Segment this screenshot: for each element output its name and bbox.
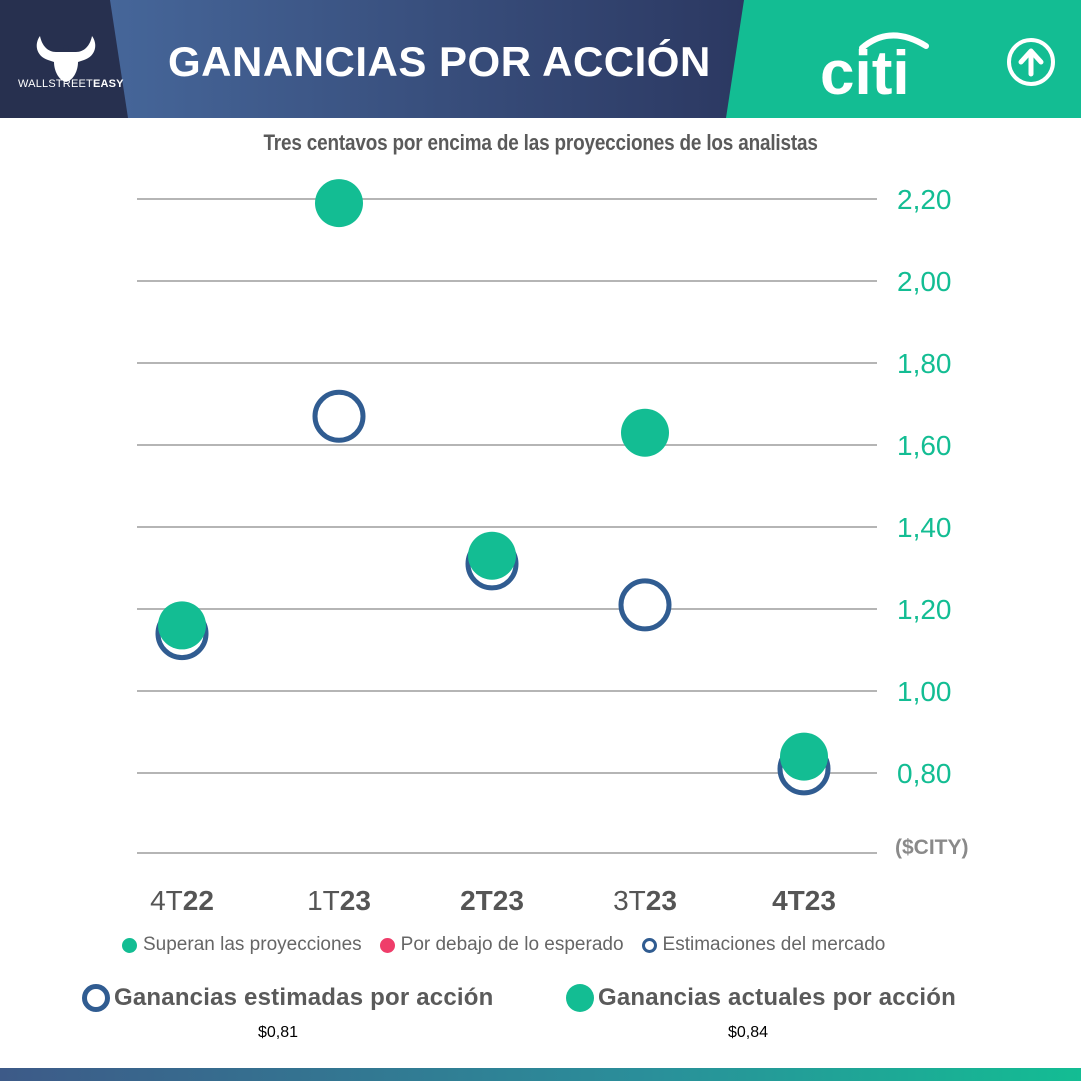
arrow-up-circle-icon[interactable] xyxy=(1006,37,1056,87)
legend-item-debajo: Por debajo de lo esperado xyxy=(379,934,624,956)
actual-eps-value: $0,84 xyxy=(728,1024,769,1041)
filled-dot-icon xyxy=(379,937,395,953)
legend-label: Por debajo de lo esperado xyxy=(400,934,624,955)
y-tick-label: 2,00 xyxy=(897,266,952,297)
x-tick-label: 1T23 xyxy=(307,885,371,916)
legend-label: Superan las proyecciones xyxy=(143,934,362,955)
actual-point xyxy=(621,408,669,457)
hollow-dot-icon xyxy=(82,984,110,1012)
grid-lines xyxy=(137,198,877,854)
y-tick-label: 1,00 xyxy=(897,676,952,707)
chart-subtitle: Tres centavos por encima de las proyecci… xyxy=(263,130,818,155)
x-tick-label: 3T23 xyxy=(613,885,677,916)
x-tick-label: 2T23 xyxy=(460,885,524,916)
estimate-point xyxy=(312,389,366,443)
footer-bar xyxy=(0,1068,1081,1081)
actual-point xyxy=(780,732,828,781)
page-title: GANANCIAS POR ACCIÓN xyxy=(168,38,711,85)
x-tick-label: 4T23 xyxy=(772,885,836,916)
x-tick-label: 4T22 xyxy=(150,885,214,916)
estimate-point xyxy=(618,578,672,632)
y-tick-label: 1,60 xyxy=(897,430,952,461)
header-bar: WALLSTREETEASY GANANCIAS POR ACCIÓN citi xyxy=(0,0,1081,118)
y-tick-label: 1,80 xyxy=(897,348,952,379)
y-tick-label: 1,40 xyxy=(897,512,952,543)
actual-point xyxy=(158,601,206,650)
chart-legend: Superan las proyecciones Por debajo de l… xyxy=(122,934,982,956)
legend-item-estimaciones: Estimaciones del mercado xyxy=(641,934,886,956)
y-tick-label: 2,20 xyxy=(897,184,952,215)
estimated-eps-label: Ganancias estimadas por acción xyxy=(114,984,494,1011)
estimated-eps-value: $0,81 xyxy=(258,1024,299,1041)
eps-scatter-chart: 0,80 1,00 1,20 1,40 1,60 1,80 2,00 2,20 4T22 1T2… xyxy=(137,179,969,916)
hollow-dot-icon xyxy=(641,937,657,953)
y-tick-label: 0,80 xyxy=(897,758,952,789)
units-label: ($CITY) xyxy=(895,836,969,859)
brand-name: WALLSTREETEASY xyxy=(18,78,124,90)
bull-logo-icon xyxy=(36,36,96,82)
actual-eps-summary: Ganancias actuales por acción xyxy=(566,984,956,1012)
svg-text:citi: citi xyxy=(820,39,910,102)
legend-item-superan: Superan las proyecciones xyxy=(122,934,362,956)
x-axis-ticks: 4T22 1T23 2T23 3T23 4T23 xyxy=(150,885,836,916)
y-tick-label: 1,20 xyxy=(897,594,952,625)
y-axis-ticks: 0,80 1,00 1,20 1,40 1,60 1,80 2,00 2,20 xyxy=(897,184,952,789)
actual-point xyxy=(468,531,516,580)
actual-point xyxy=(315,179,363,228)
header-background xyxy=(0,0,1081,118)
legend-label: Estimaciones del mercado xyxy=(662,934,886,955)
actual-eps-label: Ganancias actuales por acción xyxy=(598,984,956,1011)
citi-logo: citi xyxy=(820,32,929,102)
filled-dot-icon xyxy=(566,984,594,1012)
estimated-eps-summary: Ganancias estimadas por acción xyxy=(82,984,494,1012)
data-points xyxy=(155,179,831,796)
filled-dot-icon xyxy=(122,937,137,953)
